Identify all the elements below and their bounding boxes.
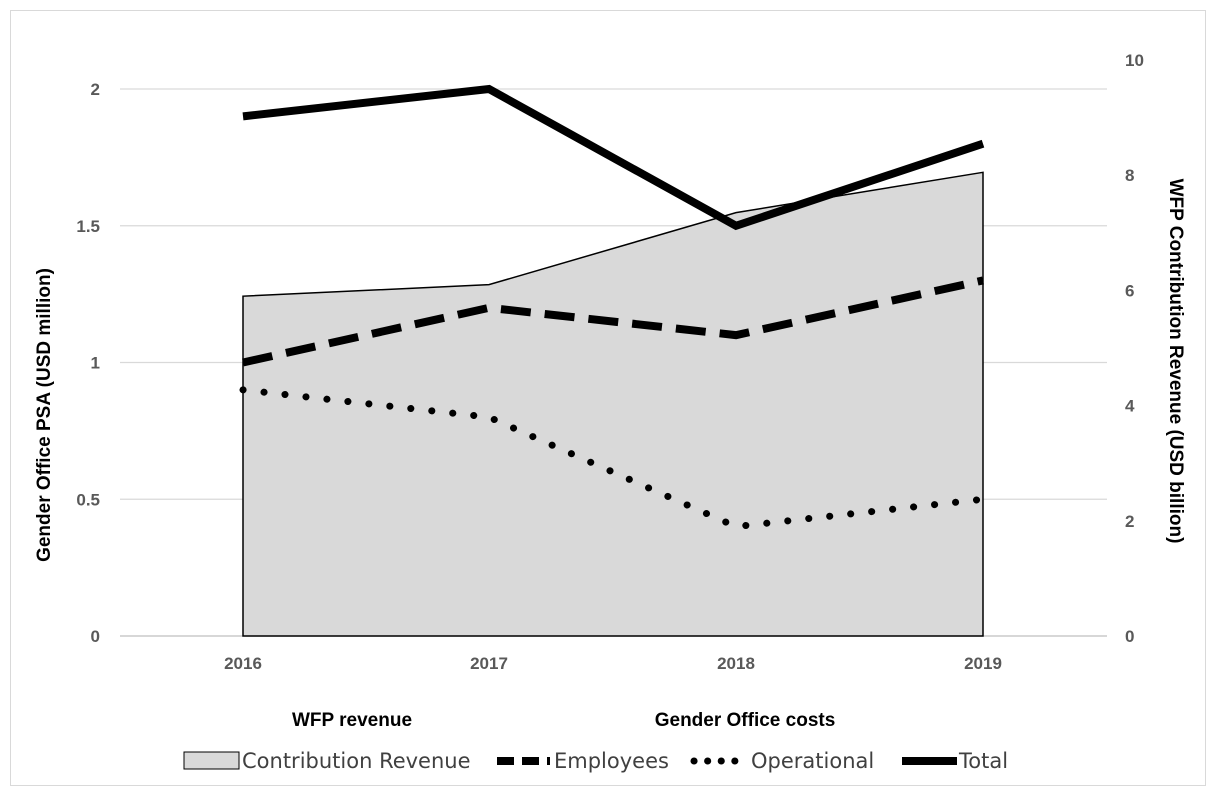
y-left-tick-label: 0 <box>91 627 100 646</box>
x-axis-ticks: 2016 2017 2018 2019 <box>224 654 1002 673</box>
legend-label-employees: Employees <box>554 749 669 773</box>
y-right-tick-label: 10 <box>1125 51 1144 70</box>
right-axis-ticks: 0 2 4 6 8 10 <box>1125 51 1144 646</box>
line-operational <box>239 386 987 531</box>
line-layer <box>239 84 987 531</box>
y-left-axis-title: Gender Office PSA (USD million) <box>34 268 55 562</box>
legend-item-employees: Employees <box>497 749 669 773</box>
legend-label-contribution-revenue: Contribution Revenue <box>242 749 471 773</box>
y-right-tick-label: 4 <box>1125 397 1135 416</box>
x-tick-label: 2019 <box>964 654 1002 673</box>
legend-label-operational: Operational <box>751 749 874 773</box>
chart-frame <box>10 10 1206 786</box>
y-left-tick-label: 1 <box>91 354 100 373</box>
x-tick-label: 2017 <box>470 654 508 673</box>
legend-swatch-area <box>183 751 240 770</box>
x-tick-label: 2016 <box>224 654 262 673</box>
x-tick-label: 2018 <box>717 654 755 673</box>
group-label-gender-office-costs: Gender Office costs <box>655 710 836 731</box>
area-contribution-revenue <box>242 171 984 637</box>
y-left-tick-label: 1.5 <box>76 217 100 236</box>
legend-label-total: Total <box>958 749 1008 773</box>
line-total <box>242 84 985 231</box>
y-left-tick-label: 0.5 <box>76 490 100 509</box>
y-right-tick-label: 0 <box>1125 627 1134 646</box>
y-right-tick-label: 2 <box>1125 512 1134 531</box>
legend-item-operational: Operational <box>690 749 874 773</box>
y-right-tick-label: 8 <box>1125 166 1134 185</box>
legend-item-contribution-revenue: Contribution Revenue <box>183 749 471 773</box>
left-axis-ticks: 0 0.5 1 1.5 2 <box>76 80 100 646</box>
group-label-wfp-revenue: WFP revenue <box>292 710 412 731</box>
y-left-tick-label: 2 <box>91 80 100 99</box>
area-layer <box>242 171 984 637</box>
y-right-axis-title: WFP Contribution Revenue (USD billion) <box>1165 179 1186 544</box>
legend: Contribution Revenue Employees Operation… <box>183 749 1008 773</box>
legend-item-total: Total <box>902 749 1008 773</box>
line-employees <box>242 276 984 367</box>
y-right-tick-label: 6 <box>1125 281 1134 300</box>
